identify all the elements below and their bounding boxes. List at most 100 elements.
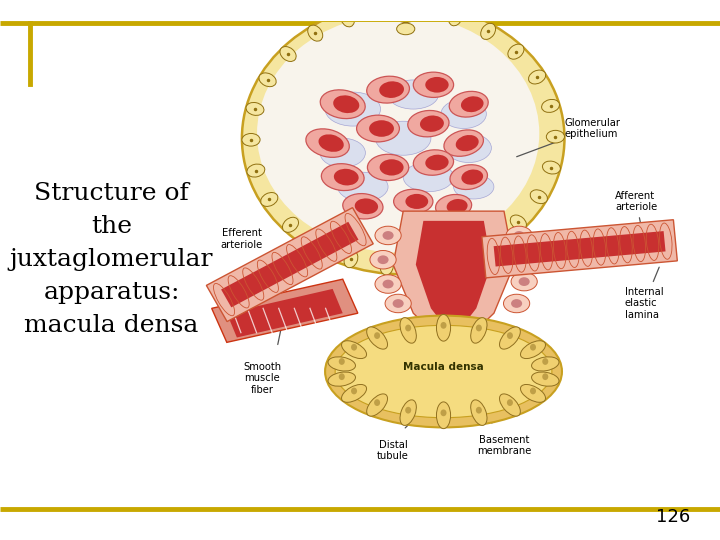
Ellipse shape bbox=[413, 2, 426, 19]
Ellipse shape bbox=[338, 172, 388, 201]
Text: Internal
elastic
lamina: Internal elastic lamina bbox=[625, 267, 664, 320]
Ellipse shape bbox=[328, 357, 356, 371]
Ellipse shape bbox=[471, 400, 487, 426]
Text: Juxtaglomerular
cells: Juxtaglomerular cells bbox=[524, 230, 639, 259]
Ellipse shape bbox=[513, 231, 525, 240]
Ellipse shape bbox=[382, 280, 394, 288]
Ellipse shape bbox=[338, 373, 345, 380]
Ellipse shape bbox=[408, 111, 449, 137]
Polygon shape bbox=[207, 208, 373, 321]
Ellipse shape bbox=[380, 258, 393, 275]
Polygon shape bbox=[393, 211, 514, 328]
Ellipse shape bbox=[392, 299, 404, 308]
Ellipse shape bbox=[530, 388, 536, 394]
Ellipse shape bbox=[397, 11, 415, 23]
Ellipse shape bbox=[242, 133, 260, 146]
Ellipse shape bbox=[379, 159, 404, 176]
Ellipse shape bbox=[379, 82, 404, 98]
Ellipse shape bbox=[394, 190, 433, 213]
Ellipse shape bbox=[471, 318, 487, 343]
Ellipse shape bbox=[528, 70, 546, 84]
Ellipse shape bbox=[366, 76, 410, 103]
Ellipse shape bbox=[413, 72, 454, 97]
Ellipse shape bbox=[446, 133, 492, 163]
Ellipse shape bbox=[280, 46, 296, 62]
Ellipse shape bbox=[510, 215, 526, 230]
Ellipse shape bbox=[282, 217, 299, 232]
Ellipse shape bbox=[503, 294, 530, 313]
Ellipse shape bbox=[531, 357, 559, 371]
Ellipse shape bbox=[484, 235, 499, 251]
Ellipse shape bbox=[318, 134, 343, 152]
Ellipse shape bbox=[400, 400, 416, 426]
Text: Smooth
muscle
fiber: Smooth muscle fiber bbox=[243, 362, 281, 395]
Text: Structure of
the
juxtaglomerular
apparatus:
macula densa: Structure of the juxtaglomerular apparat… bbox=[10, 182, 213, 336]
Ellipse shape bbox=[476, 407, 482, 414]
Text: Glomerular
epithelium: Glomerular epithelium bbox=[517, 118, 621, 157]
Ellipse shape bbox=[375, 226, 401, 245]
Ellipse shape bbox=[511, 299, 522, 308]
Ellipse shape bbox=[321, 164, 364, 191]
Ellipse shape bbox=[446, 199, 467, 214]
Text: Distal
tubule: Distal tubule bbox=[377, 440, 409, 461]
Ellipse shape bbox=[426, 77, 449, 93]
Ellipse shape bbox=[500, 394, 521, 416]
Ellipse shape bbox=[450, 165, 487, 190]
Ellipse shape bbox=[420, 116, 444, 132]
Ellipse shape bbox=[374, 332, 380, 339]
Ellipse shape bbox=[376, 122, 431, 156]
Ellipse shape bbox=[436, 194, 472, 218]
Ellipse shape bbox=[518, 255, 530, 264]
Ellipse shape bbox=[511, 251, 537, 269]
Ellipse shape bbox=[382, 231, 394, 240]
Ellipse shape bbox=[413, 150, 454, 176]
Ellipse shape bbox=[247, 164, 265, 177]
Ellipse shape bbox=[426, 154, 449, 171]
Ellipse shape bbox=[375, 275, 401, 293]
Ellipse shape bbox=[541, 99, 559, 112]
Ellipse shape bbox=[542, 373, 549, 380]
Ellipse shape bbox=[385, 294, 411, 313]
Ellipse shape bbox=[325, 92, 381, 126]
Ellipse shape bbox=[333, 96, 359, 113]
Ellipse shape bbox=[351, 344, 357, 350]
Ellipse shape bbox=[320, 90, 365, 119]
Ellipse shape bbox=[377, 255, 389, 264]
Ellipse shape bbox=[403, 163, 454, 192]
Ellipse shape bbox=[530, 344, 536, 350]
Text: Macula densa: Macula densa bbox=[403, 362, 484, 372]
Ellipse shape bbox=[341, 341, 366, 359]
Ellipse shape bbox=[449, 91, 488, 117]
Text: 126: 126 bbox=[656, 508, 690, 526]
Ellipse shape bbox=[521, 341, 546, 359]
Polygon shape bbox=[494, 231, 665, 267]
Ellipse shape bbox=[388, 80, 438, 109]
Ellipse shape bbox=[441, 99, 487, 129]
Ellipse shape bbox=[257, 15, 539, 253]
Polygon shape bbox=[482, 220, 678, 278]
Polygon shape bbox=[227, 289, 343, 338]
Ellipse shape bbox=[531, 372, 559, 386]
Ellipse shape bbox=[507, 399, 513, 406]
Ellipse shape bbox=[521, 384, 546, 402]
Ellipse shape bbox=[311, 237, 325, 253]
Ellipse shape bbox=[341, 384, 366, 402]
Ellipse shape bbox=[328, 372, 356, 386]
Ellipse shape bbox=[242, 2, 564, 274]
Ellipse shape bbox=[444, 130, 483, 156]
Ellipse shape bbox=[417, 257, 430, 275]
Ellipse shape bbox=[356, 115, 400, 142]
Ellipse shape bbox=[366, 394, 387, 416]
Ellipse shape bbox=[325, 315, 562, 428]
Ellipse shape bbox=[452, 249, 466, 267]
Ellipse shape bbox=[370, 251, 396, 269]
Ellipse shape bbox=[441, 409, 446, 416]
Ellipse shape bbox=[436, 402, 451, 429]
Ellipse shape bbox=[343, 193, 383, 219]
Ellipse shape bbox=[441, 322, 446, 329]
Ellipse shape bbox=[508, 44, 524, 59]
Ellipse shape bbox=[405, 194, 428, 209]
Ellipse shape bbox=[259, 73, 276, 86]
Ellipse shape bbox=[476, 325, 482, 332]
Ellipse shape bbox=[542, 161, 560, 174]
